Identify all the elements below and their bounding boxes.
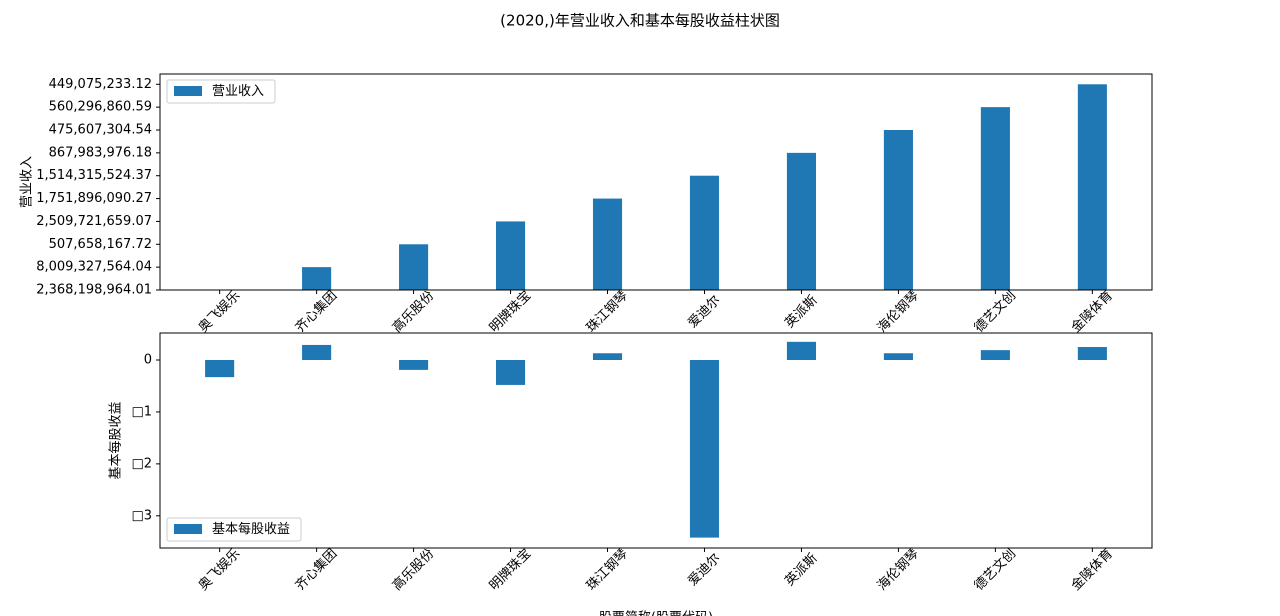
legend-box (166, 517, 302, 542)
bar (689, 175, 720, 290)
y-tick-label: 560,296,860.59 (49, 100, 152, 115)
bar (980, 107, 1010, 291)
bar (592, 353, 623, 361)
y-tick-label: 867,983,976.18 (49, 145, 152, 160)
y-axis-label: 营业收入 (20, 156, 35, 208)
bar (399, 360, 429, 370)
bar (1077, 347, 1107, 361)
y-tick-label: 507,658,167.72 (49, 237, 152, 252)
y-axis-label: 基本每股收益 (108, 401, 124, 479)
axes-frame (159, 332, 1153, 549)
y-tick-label: □3 (131, 508, 152, 523)
bar (592, 198, 623, 290)
bar (883, 130, 913, 290)
bar (786, 152, 816, 290)
y-tick-label: 475,607,304.54 (49, 123, 152, 138)
legend-swatch (174, 524, 202, 534)
bar (980, 350, 1010, 361)
legend-box (166, 79, 276, 104)
y-tick-label: 1,514,315,524.37 (36, 168, 152, 183)
bar (302, 267, 332, 290)
axes-frame (159, 73, 1153, 291)
bar (689, 360, 720, 538)
plot-area (160, 333, 1152, 548)
bar (399, 244, 429, 290)
y-tick-label: 449,075,233.12 (49, 77, 152, 92)
y-tick-label: 2,509,721,659.07 (36, 214, 152, 229)
legend-swatch (174, 86, 202, 96)
bar (496, 360, 526, 385)
x-axis-label: 股票简称(股票代码) (599, 610, 713, 616)
legend-label: 营业收入 (212, 84, 264, 99)
y-tick-label: □1 (131, 404, 152, 419)
bar (496, 221, 526, 290)
legend-label: 基本每股收益 (212, 521, 290, 537)
bar (786, 341, 816, 361)
y-tick-label: 1,751,896,090.27 (36, 191, 152, 206)
bar (302, 344, 332, 361)
bar (205, 360, 235, 378)
y-tick-label: 2,368,198,964.01 (36, 283, 152, 298)
chart-title: (2020,)年营业收入和基本每股收益柱状图 (500, 12, 780, 30)
y-tick-label: 8,009,327,564.04 (36, 260, 152, 275)
y-tick-label: 0 (144, 353, 152, 368)
y-tick-label: □2 (131, 456, 152, 471)
bar (883, 353, 913, 361)
bar (1077, 84, 1107, 291)
